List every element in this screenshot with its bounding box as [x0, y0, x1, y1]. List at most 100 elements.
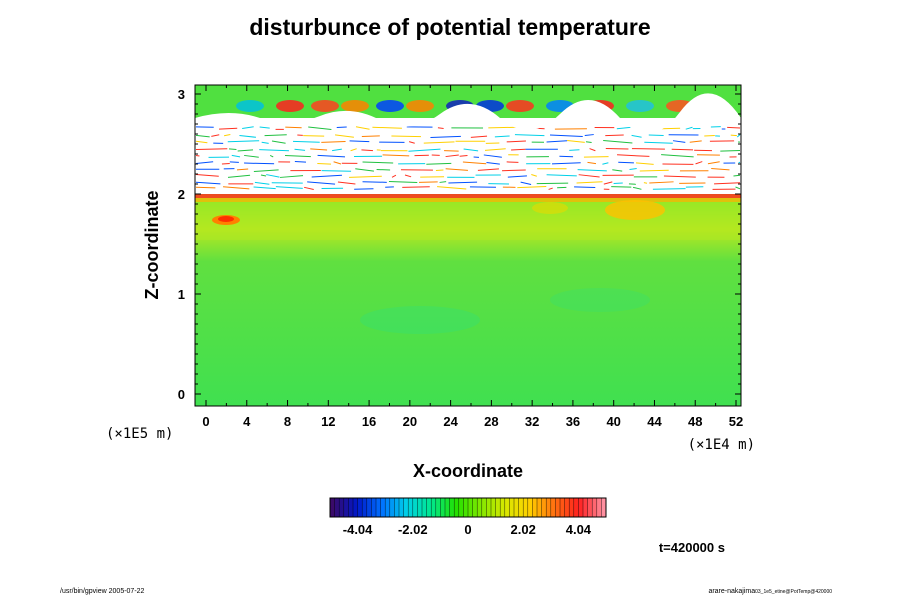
- x-tick-label: 16: [362, 414, 376, 429]
- undefined-region-streak: [195, 134, 210, 138]
- x-tick-label: 12: [321, 414, 335, 429]
- undefined-region-streak: [304, 186, 314, 190]
- x-tick-label: 0: [202, 414, 209, 429]
- undefined-region-streak: [644, 141, 673, 144]
- colorbar-swatch: [454, 498, 460, 517]
- undefined-region-streak: [506, 140, 526, 143]
- undefined-region-streak: [605, 134, 624, 137]
- undefined-region-streak: [576, 181, 603, 184]
- undefined-region-streak: [437, 186, 467, 190]
- undefined-region-streak: [195, 186, 216, 189]
- colorbar-swatch: [431, 498, 437, 517]
- undefined-region-streak: [567, 140, 585, 143]
- undefined-region-streak: [546, 174, 577, 177]
- undefined-region-streak: [362, 161, 394, 164]
- top-wave-edge: [195, 93, 741, 134]
- y-tick-label: 0: [178, 387, 185, 402]
- undefined-region-streak: [308, 126, 332, 130]
- colorbar-swatch: [426, 498, 432, 517]
- x-tick-label: 4: [243, 414, 251, 429]
- undefined-region-streak: [617, 154, 650, 157]
- undefined-region-streak: [321, 170, 352, 172]
- undefined-region-streak: [211, 134, 220, 137]
- undefined-region-streak: [603, 140, 633, 144]
- x-tick-label: 48: [688, 414, 702, 429]
- undefined-region-streak: [261, 141, 269, 144]
- y-tick-label: 1: [178, 287, 185, 302]
- undefined-region-streak: [219, 127, 238, 130]
- undefined-region-streak: [695, 161, 703, 165]
- undefined-region-streak: [649, 181, 674, 184]
- undefined-region-streak: [253, 169, 279, 172]
- undefined-region-streak: [548, 187, 553, 190]
- colorbar-swatch: [334, 498, 340, 517]
- undefined-region-streak: [430, 135, 461, 138]
- colorbar-swatch: [403, 498, 409, 517]
- undefined-region-streak: [531, 174, 537, 177]
- x-axis-title: X-coordinate: [413, 461, 523, 481]
- undefined-region-streak: [494, 135, 510, 138]
- top-wave-blob: [236, 100, 264, 112]
- colorbar-swatch: [592, 498, 598, 517]
- undefined-region-streak: [727, 126, 741, 129]
- colorbar-swatch: [500, 498, 506, 517]
- colorbar-swatch: [412, 498, 418, 517]
- undefined-region-streak: [349, 175, 382, 178]
- y-tick-label: 2: [178, 187, 185, 202]
- undefined-region-streak: [517, 186, 547, 189]
- undefined-region-streak: [349, 140, 370, 143]
- x-tick-label: 28: [484, 414, 498, 429]
- y-axis-title: Z-coordinate: [142, 190, 162, 299]
- undefined-region-streak: [279, 175, 304, 178]
- top-wave-blob: [626, 100, 654, 112]
- undefined-region-streak: [334, 134, 354, 138]
- undefined-region-streak: [578, 174, 600, 178]
- colorbar-swatch: [339, 498, 345, 517]
- undefined-region-streak: [292, 140, 320, 143]
- undefined-region-streak: [603, 181, 613, 185]
- top-wave-blob: [276, 100, 304, 112]
- undefined-region-streak: [391, 135, 422, 138]
- colorbar-tick-label: 2.02: [511, 522, 536, 537]
- undefined-region-streak: [195, 174, 219, 177]
- undefined-region-streak: [271, 140, 286, 144]
- undefined-region-streak: [244, 162, 275, 165]
- undefined-region-streak: [337, 181, 356, 185]
- undefined-region-streak: [391, 174, 397, 178]
- undefined-region-streak: [402, 186, 430, 188]
- undefined-region-streak: [418, 181, 438, 183]
- undefined-region-streak: [254, 181, 270, 185]
- undefined-region-streak: [227, 140, 260, 143]
- undefined-region-streak: [639, 169, 669, 172]
- undefined-region-streak: [514, 134, 545, 137]
- colorbar-swatch: [371, 498, 377, 517]
- colorbar-tick-label: -4.04: [343, 522, 373, 537]
- undefined-region-streak: [584, 134, 594, 136]
- colorbar-swatch: [463, 498, 469, 517]
- colorbar-swatch: [486, 498, 492, 517]
- colorbar-swatch: [546, 498, 552, 517]
- x-tick-label: 20: [403, 414, 417, 429]
- undefined-region-streak: [711, 168, 730, 171]
- undefined-region-streak: [672, 140, 686, 143]
- colorbar-swatch: [435, 498, 441, 517]
- undefined-region-streak: [661, 154, 694, 158]
- undefined-region-streak: [285, 126, 302, 129]
- colorbar-swatch: [560, 498, 566, 517]
- undefined-region-streak: [311, 174, 342, 178]
- undefined-region-streak: [372, 126, 402, 129]
- undefined-region-streak: [589, 148, 596, 152]
- undefined-region-streak: [733, 174, 741, 177]
- undefined-region-streak: [714, 182, 741, 185]
- undefined-region-streak: [507, 175, 527, 178]
- colorbar-swatch: [495, 498, 501, 517]
- undefined-region-streak: [671, 148, 694, 151]
- colorbar-tick-label: 4.04: [566, 522, 592, 537]
- colorbar-swatch: [468, 498, 474, 517]
- top-wave-blob: [376, 100, 404, 112]
- undefined-region-streak: [317, 162, 332, 165]
- undefined-region-streak: [439, 181, 447, 183]
- colorbar-swatch: [330, 498, 336, 517]
- colorbar-swatch: [601, 498, 607, 517]
